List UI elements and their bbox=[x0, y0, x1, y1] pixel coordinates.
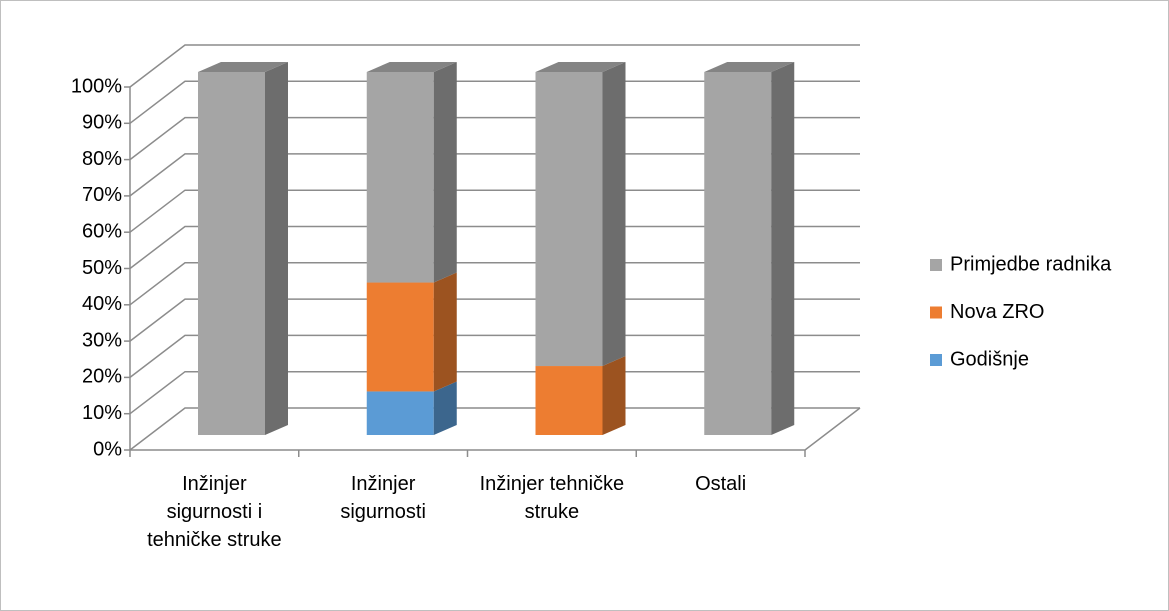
grid-line bbox=[129, 262, 860, 306]
y-tick-label: 20% bbox=[82, 366, 122, 388]
bar-top bbox=[366, 62, 457, 72]
bar-segment bbox=[704, 72, 772, 435]
x-tick-label: Inžinjer tehničke struke bbox=[479, 473, 625, 523]
bar-segment bbox=[198, 72, 265, 435]
grid-line bbox=[129, 44, 860, 88]
bar-segment bbox=[366, 282, 434, 392]
x-tick-label: Inžinjer sigurnosti bbox=[340, 473, 426, 523]
legend-label: Primjedbe radnika bbox=[950, 253, 1112, 275]
grid-line bbox=[129, 298, 860, 342]
legend-swatch bbox=[930, 354, 942, 366]
bar-side bbox=[771, 62, 795, 435]
x-tick-label: Inžinjer sigurnosti i tehničke struke bbox=[147, 473, 282, 551]
y-tick-label: 70% bbox=[82, 184, 122, 206]
grid-line bbox=[129, 153, 860, 197]
bar-side bbox=[265, 62, 288, 435]
bar-segment bbox=[535, 366, 603, 435]
bar-side bbox=[433, 381, 457, 435]
grid-line bbox=[129, 334, 860, 378]
bar-segment bbox=[366, 391, 434, 435]
bar-top bbox=[198, 62, 288, 72]
y-tick-label: 80% bbox=[82, 148, 122, 170]
y-tick-label: 10% bbox=[82, 402, 122, 424]
x-tick-label: Ostali bbox=[695, 473, 747, 495]
bar-top bbox=[704, 62, 795, 72]
grid-line bbox=[129, 80, 860, 124]
bar-segment bbox=[535, 72, 603, 367]
bar-top bbox=[535, 62, 626, 72]
y-tick-label: 30% bbox=[82, 329, 122, 351]
bar-side bbox=[602, 356, 626, 435]
y-tick-label: 40% bbox=[82, 293, 122, 315]
legend-label: Godišnje bbox=[950, 348, 1029, 370]
legend-label: Nova ZRO bbox=[950, 301, 1044, 323]
grid-line bbox=[129, 407, 860, 451]
y-tick-label: 0% bbox=[93, 438, 122, 460]
grid-line bbox=[129, 225, 860, 270]
grid-line bbox=[129, 370, 860, 415]
grid-line bbox=[129, 189, 860, 233]
y-tick-label: 60% bbox=[82, 220, 122, 242]
y-tick-label: 50% bbox=[82, 257, 122, 279]
legend-swatch bbox=[930, 306, 942, 319]
bar-side bbox=[433, 62, 457, 283]
bar-side bbox=[433, 272, 457, 392]
bar-side bbox=[602, 62, 626, 367]
grid-line bbox=[129, 116, 860, 161]
legend-swatch bbox=[930, 259, 942, 271]
y-tick-label: 90% bbox=[82, 112, 122, 134]
y-tick-label: 100% bbox=[71, 75, 122, 97]
bar-segment bbox=[366, 72, 434, 283]
